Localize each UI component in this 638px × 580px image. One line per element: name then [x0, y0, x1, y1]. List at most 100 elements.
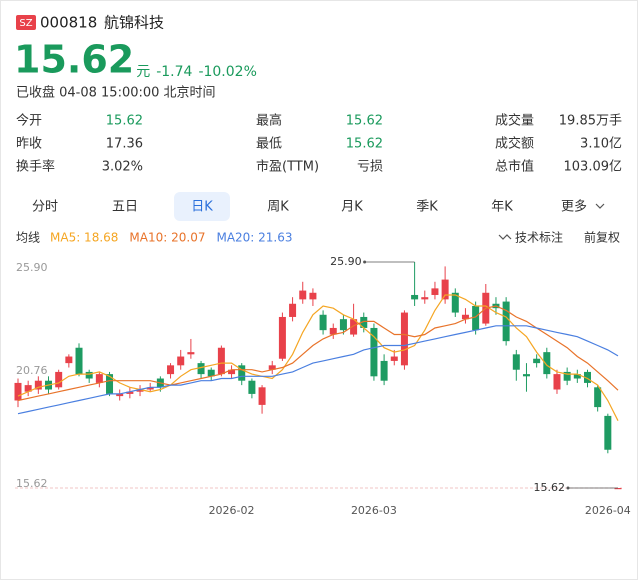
candle-body: [512, 354, 520, 370]
tab[interactable]: 更多: [561, 199, 587, 215]
candle-body: [238, 365, 246, 381]
candle-body: [75, 347, 83, 375]
candle-body: [116, 393, 124, 397]
candle-body: [441, 279, 449, 300]
stat-value: 15.62: [346, 114, 383, 129]
candle-body: [106, 374, 114, 394]
stat-value: 3.02%: [102, 160, 143, 175]
change-pct: -10.02%: [198, 64, 256, 80]
x-tick-label: 2026-03: [351, 504, 397, 517]
stat-value: 15.62: [346, 137, 383, 152]
stat-value: 3.10亿: [580, 137, 622, 152]
candle-body: [461, 314, 469, 320]
legend-entry: MA5: 18.68: [50, 231, 118, 245]
price-unit: 元: [136, 64, 150, 80]
annotation-dot: [363, 260, 367, 264]
candle-body: [146, 387, 154, 390]
candle-body: [431, 288, 439, 295]
tool-icon: [498, 234, 512, 240]
candle-body: [289, 303, 297, 317]
change: -1.74: [156, 64, 192, 80]
tab[interactable]: 五日: [112, 200, 138, 215]
candle-body: [573, 374, 581, 379]
stat-value: 15.62: [106, 114, 143, 129]
y-tick-label: 15.62: [16, 477, 48, 490]
candle-body: [583, 371, 591, 383]
tab[interactable]: 周K: [267, 200, 289, 215]
candle-body: [594, 387, 602, 408]
candle-body: [472, 305, 480, 331]
candle-body: [604, 415, 612, 450]
tab[interactable]: 年K: [491, 200, 513, 215]
x-tick-label: 2026-02: [209, 504, 255, 517]
candle-body: [55, 371, 63, 388]
candle-body: [34, 380, 42, 390]
candle-body: [217, 347, 225, 375]
candle-body: [85, 371, 93, 379]
candle-body: [24, 385, 32, 392]
stat-value: 103.09亿: [564, 160, 623, 175]
tab[interactable]: 月K: [341, 200, 363, 215]
stat-label: 市盈(TTM): [256, 159, 319, 175]
candle-body: [350, 319, 358, 335]
candle-body: [197, 363, 205, 375]
ma-line: [17, 325, 619, 415]
candle-body: [421, 297, 429, 300]
tab[interactable]: 日K: [191, 200, 213, 215]
candle-body: [390, 356, 398, 361]
candle-body: [339, 319, 347, 331]
stat-value: 19.85万手: [559, 114, 622, 129]
candle-body: [502, 301, 510, 342]
candle-body: [411, 294, 419, 300]
y-tick-label: 20.76: [16, 364, 48, 377]
candle-body: [299, 290, 307, 300]
candle-body: [370, 327, 378, 377]
annotation-label: 15.62: [534, 481, 566, 494]
candle-body: [95, 374, 103, 383]
status: 已收盘 04-08 15:00:00 北京时间: [16, 85, 216, 101]
candle-body: [228, 369, 236, 375]
candle-body: [319, 314, 327, 331]
stat-label: 最低: [256, 137, 282, 152]
annotation-label: 25.90: [330, 255, 362, 268]
stat-label: 昨收: [16, 137, 42, 152]
market-badge: [16, 15, 36, 30]
active-tab-bg: [174, 192, 230, 221]
candle-body: [563, 371, 571, 381]
ma-line: [17, 305, 619, 402]
tool[interactable]: 技术标注: [515, 230, 563, 245]
candle-body: [248, 380, 256, 394]
tab[interactable]: 分时: [32, 200, 58, 215]
candle-body: [380, 360, 388, 381]
ma-line: [17, 294, 619, 421]
candle-body: [400, 312, 408, 366]
stat-label: 成交量: [495, 113, 534, 129]
indicator-title: 均线: [16, 231, 40, 245]
stock-code: 000818: [40, 14, 97, 32]
candle-body: [553, 374, 561, 390]
stat-label: 换手率: [16, 159, 55, 175]
candle-body: [309, 292, 317, 300]
candle-body: [268, 365, 276, 370]
candle-body: [451, 292, 459, 313]
tool[interactable]: 前复权: [584, 230, 620, 245]
stat-label: 总市值: [495, 159, 534, 175]
candle-body: [258, 387, 266, 405]
candle-body: [187, 352, 195, 355]
stat-value: 亏损: [357, 160, 383, 175]
tab[interactable]: 季K: [416, 200, 438, 215]
candle-body: [522, 374, 530, 377]
x-tick-label: 2026-04: [585, 504, 631, 517]
legend-entry: MA10: 20.07: [129, 231, 205, 245]
candle-body: [14, 382, 22, 401]
stat-label: 今开: [16, 113, 42, 129]
market: SZ: [19, 18, 32, 29]
candle-body: [278, 316, 286, 359]
y-tick-label: 25.90: [16, 261, 48, 274]
more-arrow: [595, 203, 605, 209]
candle-body: [329, 327, 337, 335]
candle-body: [136, 389, 144, 392]
